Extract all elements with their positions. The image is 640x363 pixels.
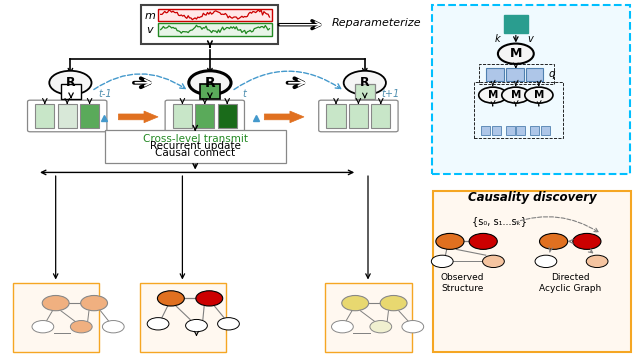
FancyBboxPatch shape bbox=[140, 283, 226, 352]
FancyBboxPatch shape bbox=[325, 283, 412, 352]
Text: q: q bbox=[548, 69, 555, 79]
Circle shape bbox=[586, 255, 608, 268]
Circle shape bbox=[573, 233, 601, 249]
FancyBboxPatch shape bbox=[13, 283, 99, 352]
FancyBboxPatch shape bbox=[80, 104, 99, 128]
Text: Observed
Structure: Observed Structure bbox=[441, 273, 484, 293]
Text: Recurrent update: Recurrent update bbox=[150, 141, 241, 151]
Text: M: M bbox=[534, 90, 544, 100]
FancyBboxPatch shape bbox=[504, 15, 528, 33]
Text: Reparameterize: Reparameterize bbox=[332, 18, 421, 28]
Circle shape bbox=[70, 321, 92, 333]
Circle shape bbox=[196, 291, 223, 306]
Polygon shape bbox=[264, 111, 304, 123]
Circle shape bbox=[479, 87, 507, 103]
Circle shape bbox=[402, 321, 424, 333]
FancyBboxPatch shape bbox=[432, 5, 630, 174]
Circle shape bbox=[380, 295, 407, 311]
FancyBboxPatch shape bbox=[492, 126, 501, 135]
Circle shape bbox=[332, 321, 353, 333]
FancyBboxPatch shape bbox=[158, 23, 272, 36]
Circle shape bbox=[431, 255, 453, 268]
FancyBboxPatch shape bbox=[58, 104, 77, 128]
FancyBboxPatch shape bbox=[486, 68, 504, 81]
FancyBboxPatch shape bbox=[173, 104, 192, 128]
FancyBboxPatch shape bbox=[61, 84, 81, 99]
Circle shape bbox=[469, 233, 497, 249]
Text: M: M bbox=[509, 47, 522, 60]
Circle shape bbox=[525, 87, 553, 103]
FancyBboxPatch shape bbox=[506, 126, 515, 135]
Circle shape bbox=[32, 321, 54, 333]
FancyBboxPatch shape bbox=[526, 68, 543, 81]
Circle shape bbox=[186, 319, 207, 332]
Circle shape bbox=[42, 295, 69, 311]
Circle shape bbox=[157, 291, 184, 306]
FancyBboxPatch shape bbox=[200, 84, 220, 99]
Text: t: t bbox=[243, 89, 246, 99]
Circle shape bbox=[502, 87, 530, 103]
FancyBboxPatch shape bbox=[349, 104, 368, 128]
Text: Causality discovery: Causality discovery bbox=[468, 191, 596, 204]
Circle shape bbox=[535, 255, 557, 268]
FancyBboxPatch shape bbox=[105, 130, 286, 163]
FancyBboxPatch shape bbox=[516, 126, 525, 135]
FancyBboxPatch shape bbox=[195, 104, 214, 128]
Circle shape bbox=[49, 71, 92, 95]
Text: Directed
Acyclic Graph: Directed Acyclic Graph bbox=[539, 273, 602, 293]
FancyBboxPatch shape bbox=[141, 5, 278, 44]
Circle shape bbox=[102, 321, 124, 333]
Text: m: m bbox=[145, 11, 155, 21]
Text: Causal connect: Causal connect bbox=[155, 148, 236, 158]
Text: R: R bbox=[65, 76, 76, 89]
FancyBboxPatch shape bbox=[481, 126, 490, 135]
Circle shape bbox=[344, 71, 386, 95]
Text: {s₀, s₁...sₖ}: {s₀, s₁...sₖ} bbox=[472, 216, 527, 227]
Text: t-1: t-1 bbox=[99, 89, 113, 99]
FancyBboxPatch shape bbox=[530, 126, 539, 135]
FancyBboxPatch shape bbox=[371, 104, 390, 128]
FancyBboxPatch shape bbox=[433, 191, 631, 352]
Circle shape bbox=[540, 233, 568, 249]
FancyBboxPatch shape bbox=[158, 9, 272, 21]
Text: v: v bbox=[527, 34, 532, 44]
FancyBboxPatch shape bbox=[218, 104, 237, 128]
Circle shape bbox=[342, 295, 369, 311]
FancyBboxPatch shape bbox=[355, 84, 375, 99]
Circle shape bbox=[189, 71, 231, 95]
Circle shape bbox=[81, 295, 108, 311]
Circle shape bbox=[370, 321, 392, 333]
Text: v: v bbox=[147, 25, 153, 36]
Circle shape bbox=[218, 318, 239, 330]
Circle shape bbox=[498, 44, 534, 64]
Text: M: M bbox=[488, 90, 498, 100]
Text: Cross-level transmit: Cross-level transmit bbox=[143, 134, 248, 144]
Text: R: R bbox=[360, 76, 370, 89]
Text: k: k bbox=[495, 34, 500, 44]
Text: R: R bbox=[205, 76, 215, 90]
Text: t+1: t+1 bbox=[381, 89, 399, 99]
Polygon shape bbox=[118, 111, 158, 123]
FancyBboxPatch shape bbox=[326, 104, 346, 128]
FancyBboxPatch shape bbox=[541, 126, 550, 135]
Circle shape bbox=[147, 318, 169, 330]
FancyBboxPatch shape bbox=[506, 68, 524, 81]
Text: M: M bbox=[511, 90, 521, 100]
FancyBboxPatch shape bbox=[35, 104, 54, 128]
Circle shape bbox=[483, 255, 504, 268]
Circle shape bbox=[436, 233, 464, 249]
